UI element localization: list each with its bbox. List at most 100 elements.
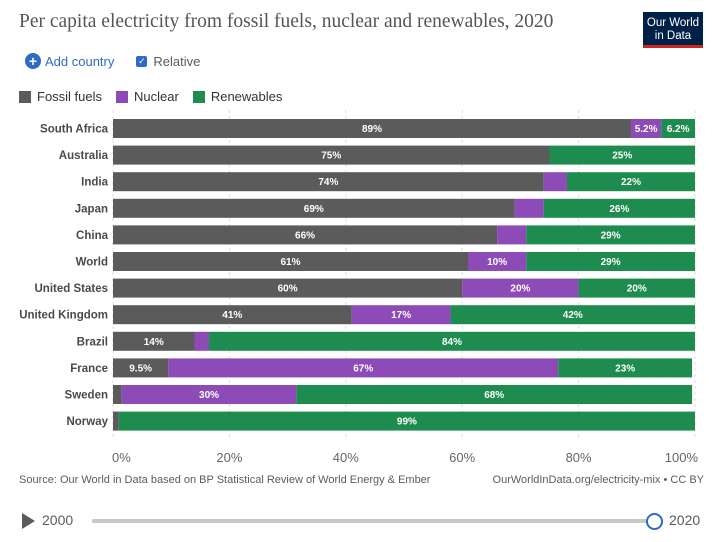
data-label-renewables: 68% [484, 390, 504, 401]
bar-segment-nuclear [630, 119, 662, 138]
bar-segment-nuclear [351, 305, 451, 325]
source-url[interactable]: OurWorldInData.org/electricity-mix • CC … [492, 474, 704, 486]
timeline-fill [92, 519, 655, 523]
play-icon[interactable] [22, 513, 35, 529]
category-label: Japan [75, 203, 108, 215]
x-tick-label: 20% [216, 450, 242, 465]
category-label: India [81, 177, 108, 189]
timeline-end-label: 2020 [669, 512, 701, 528]
data-label-fossil: 60% [278, 284, 298, 295]
legend-swatch-renewables [192, 90, 205, 103]
data-label-fossil: 75% [321, 151, 341, 162]
x-tick-label: 40% [333, 450, 359, 465]
category-label: Norway [66, 416, 108, 428]
data-label-fossil: 66% [295, 230, 315, 241]
bar-segment-nuclear [468, 252, 527, 271]
legend-label-fossil: Fossil fuels [37, 89, 103, 104]
category-label: Brazil [77, 336, 108, 348]
bar-segment-renewables [661, 119, 695, 138]
legend: Fossil fuels Nuclear Renewables [19, 89, 296, 104]
bar-segment-fossil [113, 145, 550, 165]
timeline-track[interactable] [92, 519, 655, 523]
bar-segment-nuclear [462, 278, 579, 298]
stacked-bar-chart: South Africa 89% 5.2% 6.2% Australia 75% 25% In… [19, 110, 699, 465]
chart-controls: + Add country ✓ Relative [25, 53, 200, 69]
legend-item-renewables[interactable]: Renewables [192, 89, 283, 104]
bar-segment-fossil [113, 278, 463, 298]
category-label: China [76, 230, 109, 242]
data-label-nuclear: 17% [391, 310, 411, 321]
data-label-renewables: 26% [609, 204, 629, 215]
bar-segment-fossil [113, 358, 169, 378]
timeline-handle[interactable] [646, 513, 663, 530]
data-label-fossil: 74% [318, 177, 338, 188]
bar-segment-fossil [113, 305, 352, 325]
bar-segment-renewables [549, 145, 695, 165]
data-label-fossil: 89% [362, 124, 382, 135]
category-label: United States [35, 283, 109, 295]
data-label-renewables: 29% [601, 257, 621, 268]
bar-segment-renewables [566, 172, 695, 192]
category-label: Australia [59, 150, 109, 162]
data-label-nuclear: 10% [487, 257, 507, 268]
bar-segment-nuclear [497, 225, 527, 245]
bar-segment-fossil [113, 385, 122, 404]
bar-segment-renewables [209, 331, 695, 351]
legend-label-renewables: Renewables [210, 89, 283, 104]
data-label-nuclear: 20% [510, 284, 530, 295]
data-label-renewables: 20% [627, 284, 647, 295]
relative-checkbox[interactable]: ✓ [136, 55, 148, 67]
bar-segment-renewables [118, 411, 695, 431]
data-label-renewables: 29% [601, 230, 621, 241]
logo-line-1: Our World [646, 16, 700, 29]
data-label-fossil: 41% [222, 310, 242, 321]
owid-logo[interactable]: Our World in Data [643, 12, 703, 48]
data-label-renewables: 22% [621, 177, 641, 188]
relative-label: Relative [153, 53, 201, 69]
legend-item-nuclear[interactable]: Nuclear [116, 89, 179, 104]
bar-segment-renewables [526, 225, 695, 245]
data-label-renewables: 84% [442, 337, 462, 348]
bar-segment-renewables [543, 198, 695, 218]
data-label-fossil: 61% [281, 257, 301, 268]
category-label: South Africa [40, 124, 109, 136]
bar-segment-fossil [113, 119, 631, 138]
timeline: 2000 2020 [22, 509, 712, 533]
data-label-renewables: 42% [563, 310, 583, 321]
x-tick-label: 100% [665, 450, 699, 465]
chart-title: Per capita electricity from fossil fuels… [19, 11, 554, 32]
bar-segment-renewables [578, 278, 695, 298]
data-label-fossil: 69% [304, 204, 324, 215]
bar-segment-fossil [113, 172, 544, 192]
bar-segment-nuclear [168, 358, 559, 378]
bar-segment-nuclear [121, 385, 297, 404]
category-label: France [70, 363, 108, 375]
data-label-nuclear: 5.2% [635, 124, 658, 135]
add-country-button[interactable]: + Add country [25, 53, 114, 69]
data-label-nuclear: 30% [199, 390, 219, 401]
bar-segment-fossil [113, 252, 469, 271]
bar-segment-nuclear [514, 198, 544, 218]
data-label-renewables: 6.2% [667, 124, 690, 135]
timeline-start-label: 2000 [42, 512, 74, 528]
data-label-nuclear: 67% [353, 363, 373, 374]
bar-segment-fossil [113, 225, 498, 245]
bar-segment-fossil [113, 198, 515, 218]
x-tick-label: 0% [112, 450, 131, 465]
bar-segment-renewables [526, 252, 695, 271]
bar-segment-nuclear [543, 172, 567, 192]
bar-segment-nuclear [194, 331, 210, 351]
data-label-fossil: 9.5% [129, 363, 152, 374]
source-note: Source: Our World in Data based on BP St… [19, 474, 431, 486]
data-label-fossil: 14% [144, 337, 164, 348]
bar-segment-renewables [558, 358, 693, 378]
legend-item-fossil[interactable]: Fossil fuels [19, 89, 102, 104]
add-country-label: Add country [45, 53, 115, 69]
legend-swatch-fossil [19, 90, 31, 103]
relative-toggle[interactable]: ✓ Relative [136, 54, 200, 69]
x-tick-label: 60% [449, 450, 475, 465]
bar-segment-renewables [296, 385, 693, 404]
legend-label-nuclear: Nuclear [134, 89, 179, 104]
data-label-renewables: 25% [612, 151, 632, 162]
logo-line-2: in Data [654, 29, 692, 42]
